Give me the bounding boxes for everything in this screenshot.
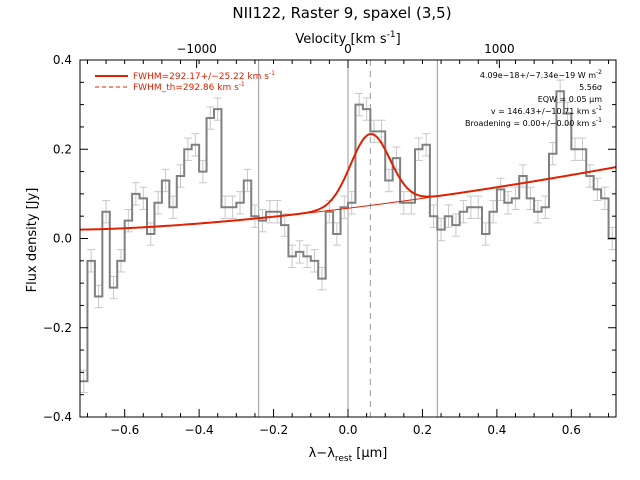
y-tick-label: −0.2 [43, 321, 72, 335]
y-tick-label: 0.2 [53, 142, 72, 156]
y-axis-label: Flux density [Jy] [25, 188, 40, 293]
x-axis-label: λ−λrest [μm] [309, 446, 388, 464]
plot-area [80, 60, 616, 417]
annotation-broadening: Broadening = 0.00+/−0.00 km s-1 [465, 117, 602, 128]
top-axis-label: Velocity [km s-1] [295, 30, 400, 47]
legend-label-fwhm-th: FWHM_th=292.86 km s-1 [133, 81, 245, 93]
legend-label-fwhm: FWHM=292.17+/−25.22 km s-1 [133, 70, 275, 82]
x-tick-label: −0.2 [259, 423, 288, 437]
axis-ticks: −0.6 −0.4 −0.2 0.0 0.2 0.4 0.6 −0.4 −0.2 0.0 0.2 0.… [43, 42, 616, 437]
top-tick-label: −1000 [176, 42, 217, 56]
y-tick-label: 0.0 [53, 232, 72, 246]
annotation-line-flux: 4.09e−18+/−7.34e−19 W m-2 [480, 69, 602, 80]
top-tick-label: 0 [344, 42, 352, 56]
x-tick-label: −0.4 [185, 423, 214, 437]
annotation-eqw: EQW = 0.05 μm [538, 95, 602, 104]
chart-title: NII122, Raster 9, spaxel (3,5) [232, 4, 451, 22]
annotation-velocity: v = 146.43+/−10.71 km s-1 [491, 105, 602, 116]
top-tick-label: 1000 [484, 42, 515, 56]
y-tick-label: 0.4 [53, 53, 72, 67]
x-tick-label: 0.2 [413, 423, 432, 437]
spectrum-step-line [80, 90, 616, 383]
annotation-significance: 5.56σ [579, 83, 602, 92]
x-tick-label: 0.4 [487, 423, 506, 437]
theoretical-fwhm-curve [303, 133, 438, 214]
legend: FWHM=292.17+/−25.22 km s-1 FWHM_th=292.8… [95, 70, 275, 93]
y-tick-label: −0.4 [43, 410, 72, 424]
fit-annotations: 4.09e−18+/−7.34e−19 W m-2 5.56σ EQW = 0.… [465, 69, 602, 128]
x-tick-label: −0.6 [110, 423, 139, 437]
x-tick-label: 0.6 [562, 423, 581, 437]
x-tick-label: 0.0 [338, 423, 357, 437]
